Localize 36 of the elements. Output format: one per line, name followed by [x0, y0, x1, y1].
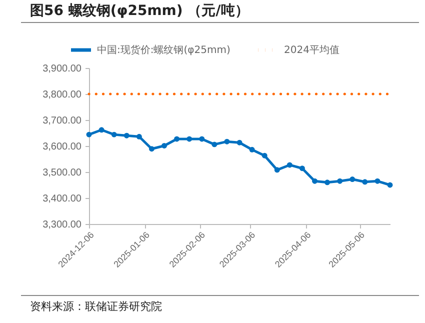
point [199, 136, 205, 142]
point [312, 178, 318, 184]
y-tick-label: 3,500.00 [42, 168, 82, 178]
point [299, 166, 305, 172]
y-tick-label: 3,600.00 [42, 142, 82, 152]
point [387, 182, 393, 188]
y-tick-label: 3,300.00 [42, 220, 82, 230]
point [186, 136, 192, 142]
y-tick-label: 3,800.00 [42, 90, 82, 100]
point [262, 152, 268, 158]
point [124, 132, 130, 138]
text: 资料来源：联储证券研究院 [30, 299, 162, 314]
point [174, 136, 180, 142]
point [350, 176, 356, 182]
legend-label: 2024平均值 [284, 44, 340, 56]
y-tick-label: 3,900.00 [42, 64, 82, 74]
point [224, 138, 230, 144]
point [274, 167, 280, 173]
point [249, 146, 255, 152]
point [324, 180, 330, 186]
point [212, 142, 218, 148]
point [374, 178, 380, 184]
point [98, 127, 104, 133]
point [86, 132, 92, 138]
point [136, 134, 142, 140]
point [286, 162, 292, 168]
y-tick-label: 3,400.00 [42, 194, 82, 204]
point [362, 179, 368, 185]
chart-title: 图56 螺纹钢(φ25mm) （元/吨） [30, 2, 249, 20]
point [236, 140, 242, 146]
point [337, 178, 343, 184]
y-tick-label: 3,700.00 [42, 116, 82, 126]
point [162, 143, 167, 148]
point [111, 132, 117, 138]
point [148, 146, 154, 152]
legend-label: 中国:现货价:螺纹钢(φ25mm) [97, 44, 230, 56]
